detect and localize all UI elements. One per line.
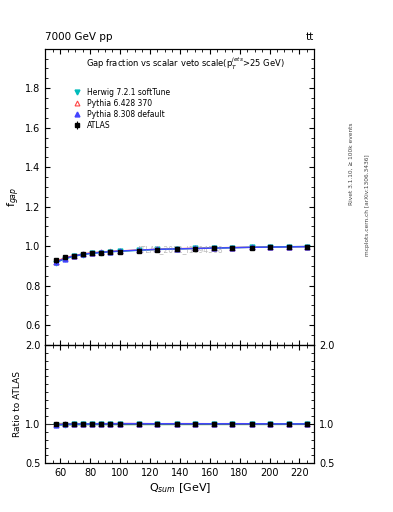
Pythia 6.428 370 <box>230 244 235 250</box>
Herwig 7.2.1 softTune <box>193 245 197 251</box>
Herwig 7.2.1 softTune <box>62 256 67 262</box>
Herwig 7.2.1 softTune <box>267 244 272 250</box>
Herwig 7.2.1 softTune <box>89 250 94 257</box>
Herwig 7.2.1 softTune <box>230 245 235 251</box>
Herwig 7.2.1 softTune <box>174 246 179 252</box>
Pythia 8.308 default <box>137 247 142 253</box>
Y-axis label: f$_{gap}$: f$_{gap}$ <box>6 186 22 207</box>
Text: tt: tt <box>306 32 314 42</box>
Text: 7000 GeV pp: 7000 GeV pp <box>45 32 113 42</box>
Herwig 7.2.1 softTune <box>80 251 85 258</box>
Pythia 6.428 370 <box>71 252 76 259</box>
Herwig 7.2.1 softTune <box>71 253 76 260</box>
Pythia 6.428 370 <box>212 245 217 251</box>
Pythia 8.308 default <box>80 251 85 258</box>
Pythia 8.308 default <box>118 248 122 254</box>
Pythia 8.308 default <box>267 244 272 250</box>
Pythia 6.428 370 <box>118 248 122 254</box>
Legend: Herwig 7.2.1 softTune, Pythia 6.428 370, Pythia 8.308 default, ATLAS: Herwig 7.2.1 softTune, Pythia 6.428 370,… <box>71 88 171 130</box>
Pythia 8.308 default <box>98 249 103 255</box>
Pythia 8.308 default <box>305 244 309 250</box>
Line: Pythia 6.428 370: Pythia 6.428 370 <box>53 244 309 264</box>
Pythia 8.308 default <box>155 246 160 252</box>
Pythia 6.428 370 <box>89 250 94 256</box>
Pythia 8.308 default <box>62 255 67 262</box>
Pythia 6.428 370 <box>53 259 58 265</box>
Text: Rivet 3.1.10, ≥ 100k events: Rivet 3.1.10, ≥ 100k events <box>349 122 354 205</box>
Pythia 6.428 370 <box>107 248 112 254</box>
Pythia 6.428 370 <box>155 246 160 252</box>
Pythia 8.308 default <box>193 245 197 251</box>
Text: ATLAS_2012_I1094568: ATLAS_2012_I1094568 <box>136 246 223 254</box>
Line: Herwig 7.2.1 softTune: Herwig 7.2.1 softTune <box>53 244 309 265</box>
Pythia 8.308 default <box>286 244 291 250</box>
Herwig 7.2.1 softTune <box>249 244 254 250</box>
Pythia 8.308 default <box>230 245 235 251</box>
Pythia 8.308 default <box>71 253 76 259</box>
Pythia 6.428 370 <box>305 243 309 249</box>
Pythia 8.308 default <box>249 244 254 250</box>
Pythia 6.428 370 <box>62 255 67 261</box>
Text: mcplots.cern.ch [arXiv:1306.3436]: mcplots.cern.ch [arXiv:1306.3436] <box>365 154 370 255</box>
Y-axis label: Ratio to ATLAS: Ratio to ATLAS <box>13 371 22 437</box>
Pythia 6.428 370 <box>80 251 85 257</box>
Text: Gap fraction vs scalar veto scale(p$_T^{jets}$>25 GeV): Gap fraction vs scalar veto scale(p$_T^{… <box>86 56 285 72</box>
Pythia 8.308 default <box>174 246 179 252</box>
Pythia 6.428 370 <box>193 245 197 251</box>
Herwig 7.2.1 softTune <box>155 246 160 252</box>
Pythia 8.308 default <box>212 245 217 251</box>
Herwig 7.2.1 softTune <box>137 247 142 253</box>
Pythia 8.308 default <box>107 249 112 255</box>
X-axis label: Q$_{sum}$ [GeV]: Q$_{sum}$ [GeV] <box>149 481 211 495</box>
Herwig 7.2.1 softTune <box>305 243 309 249</box>
Pythia 6.428 370 <box>249 244 254 250</box>
Herwig 7.2.1 softTune <box>53 260 58 266</box>
Pythia 6.428 370 <box>267 244 272 250</box>
Herwig 7.2.1 softTune <box>118 248 122 254</box>
Pythia 8.308 default <box>89 250 94 257</box>
Pythia 6.428 370 <box>174 246 179 252</box>
Herwig 7.2.1 softTune <box>286 244 291 250</box>
Pythia 6.428 370 <box>286 244 291 250</box>
Pythia 8.308 default <box>53 259 58 265</box>
Line: Pythia 8.308 default: Pythia 8.308 default <box>53 244 309 265</box>
Pythia 6.428 370 <box>98 249 103 255</box>
Herwig 7.2.1 softTune <box>212 245 217 251</box>
Pythia 6.428 370 <box>137 247 142 253</box>
Herwig 7.2.1 softTune <box>107 249 112 255</box>
Herwig 7.2.1 softTune <box>98 249 103 255</box>
